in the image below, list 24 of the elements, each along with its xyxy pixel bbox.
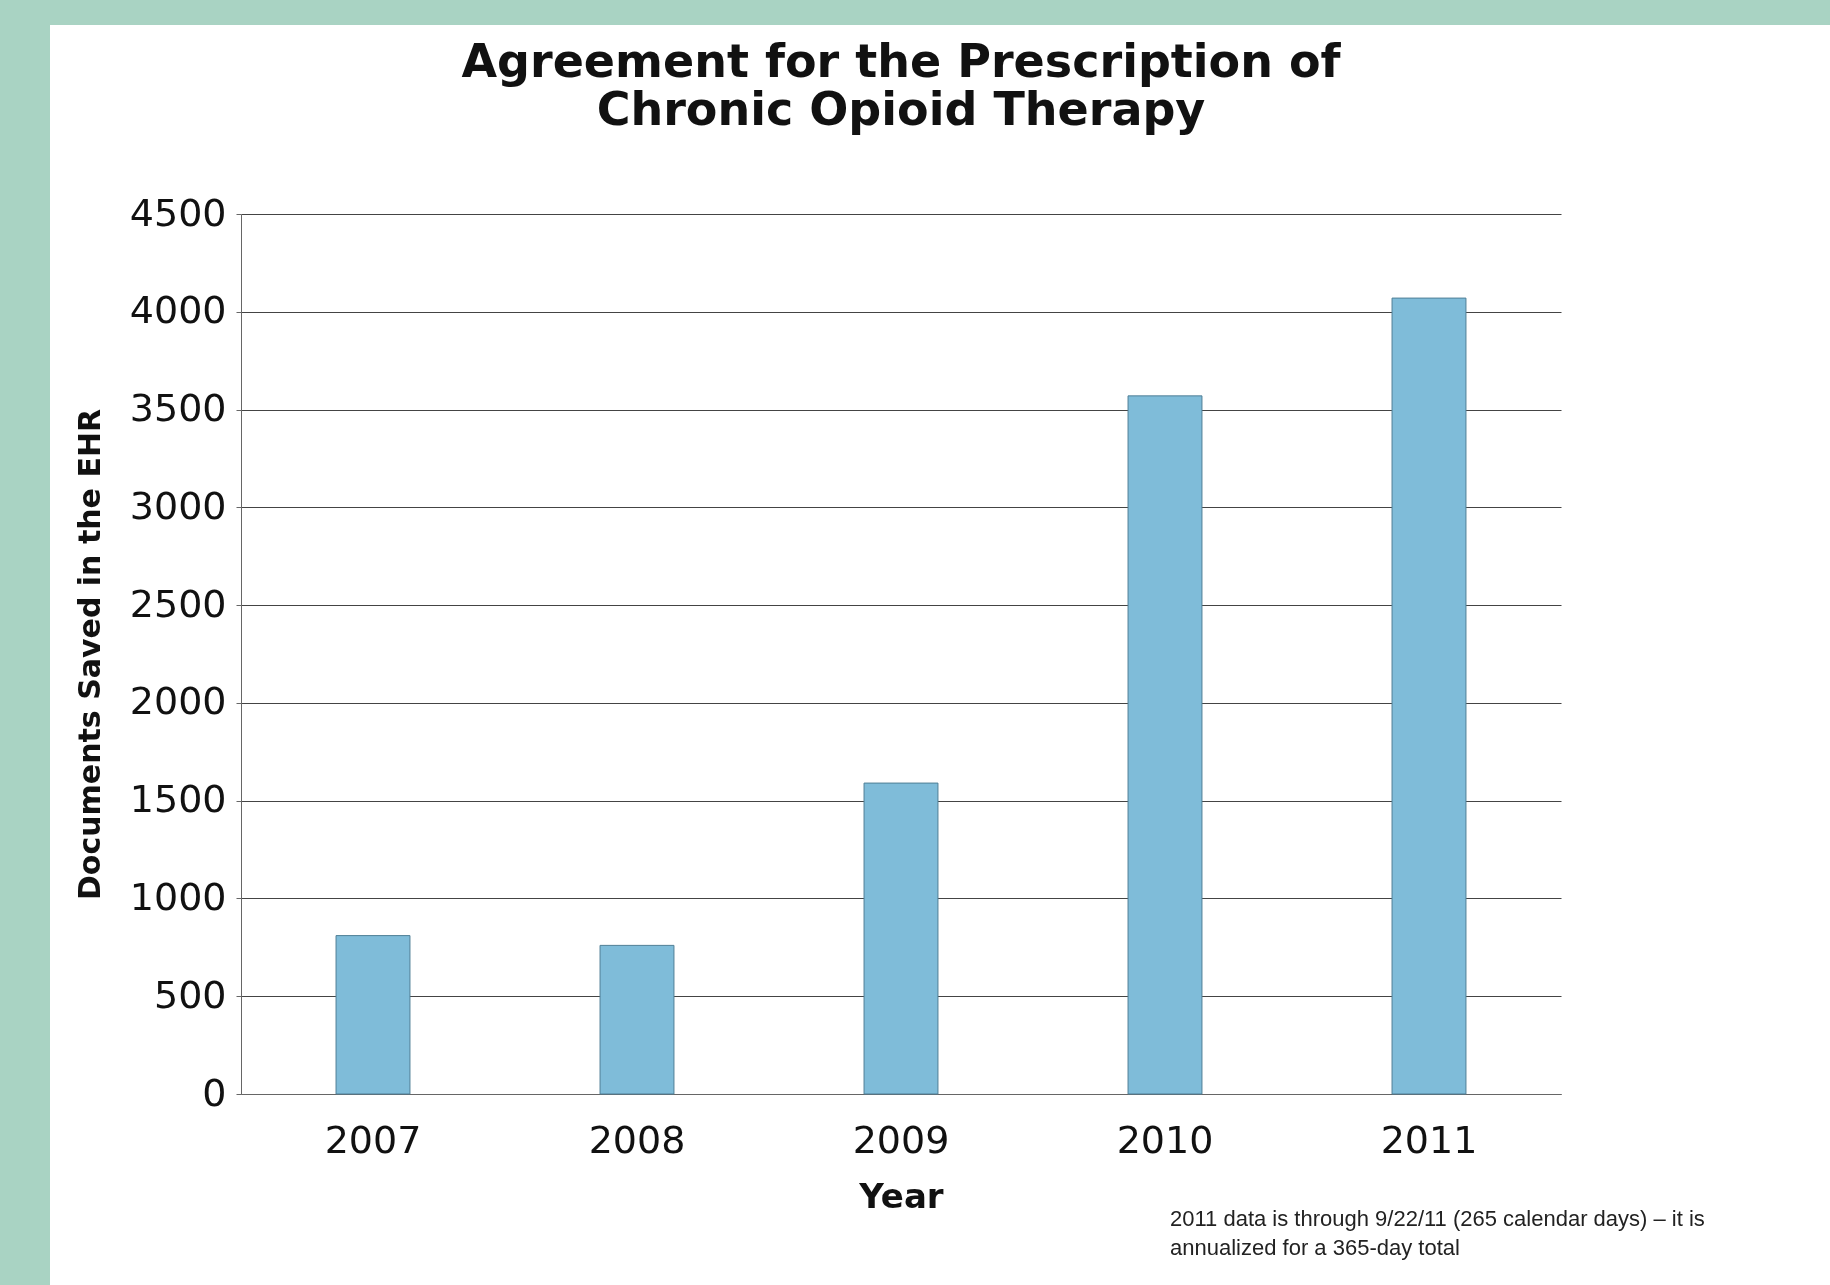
chart-title: Agreement for the Prescription of Chronic Opioid Therapy bbox=[461, 34, 1342, 136]
y-tick-label: 500 bbox=[153, 972, 227, 1017]
x-axis-title: Year bbox=[858, 1175, 944, 1216]
y-axis-title: Documents Saved in the EHR bbox=[71, 408, 107, 901]
y-tick-label: 1000 bbox=[129, 874, 227, 919]
y-tick-label: 4500 bbox=[129, 190, 227, 235]
y-tick-label: 3500 bbox=[129, 386, 227, 431]
bar bbox=[1127, 395, 1203, 1095]
bar bbox=[1391, 297, 1467, 1095]
x-tick-label: 2009 bbox=[852, 1117, 950, 1162]
x-tick-label: 2010 bbox=[1116, 1117, 1214, 1162]
y-tick-label: 0 bbox=[202, 1070, 227, 1115]
x-tick-label: 2007 bbox=[324, 1117, 422, 1162]
bar bbox=[863, 782, 939, 1095]
y-tick-label: 4000 bbox=[129, 288, 227, 333]
y-tick-label: 2500 bbox=[129, 581, 227, 626]
y-tick-label: 1500 bbox=[129, 777, 227, 822]
text: 2011 data is through 9/22/11 (265 calendar days) – it is annualized for a 365-day total bbox=[1170, 1205, 1706, 1262]
y-tick-label: 2000 bbox=[129, 679, 227, 724]
bar bbox=[335, 935, 411, 1095]
x-tick-label: 2008 bbox=[588, 1117, 686, 1162]
x-tick-label: 2011 bbox=[1380, 1117, 1478, 1162]
bar bbox=[599, 944, 675, 1095]
y-tick-label: 3000 bbox=[129, 483, 227, 528]
